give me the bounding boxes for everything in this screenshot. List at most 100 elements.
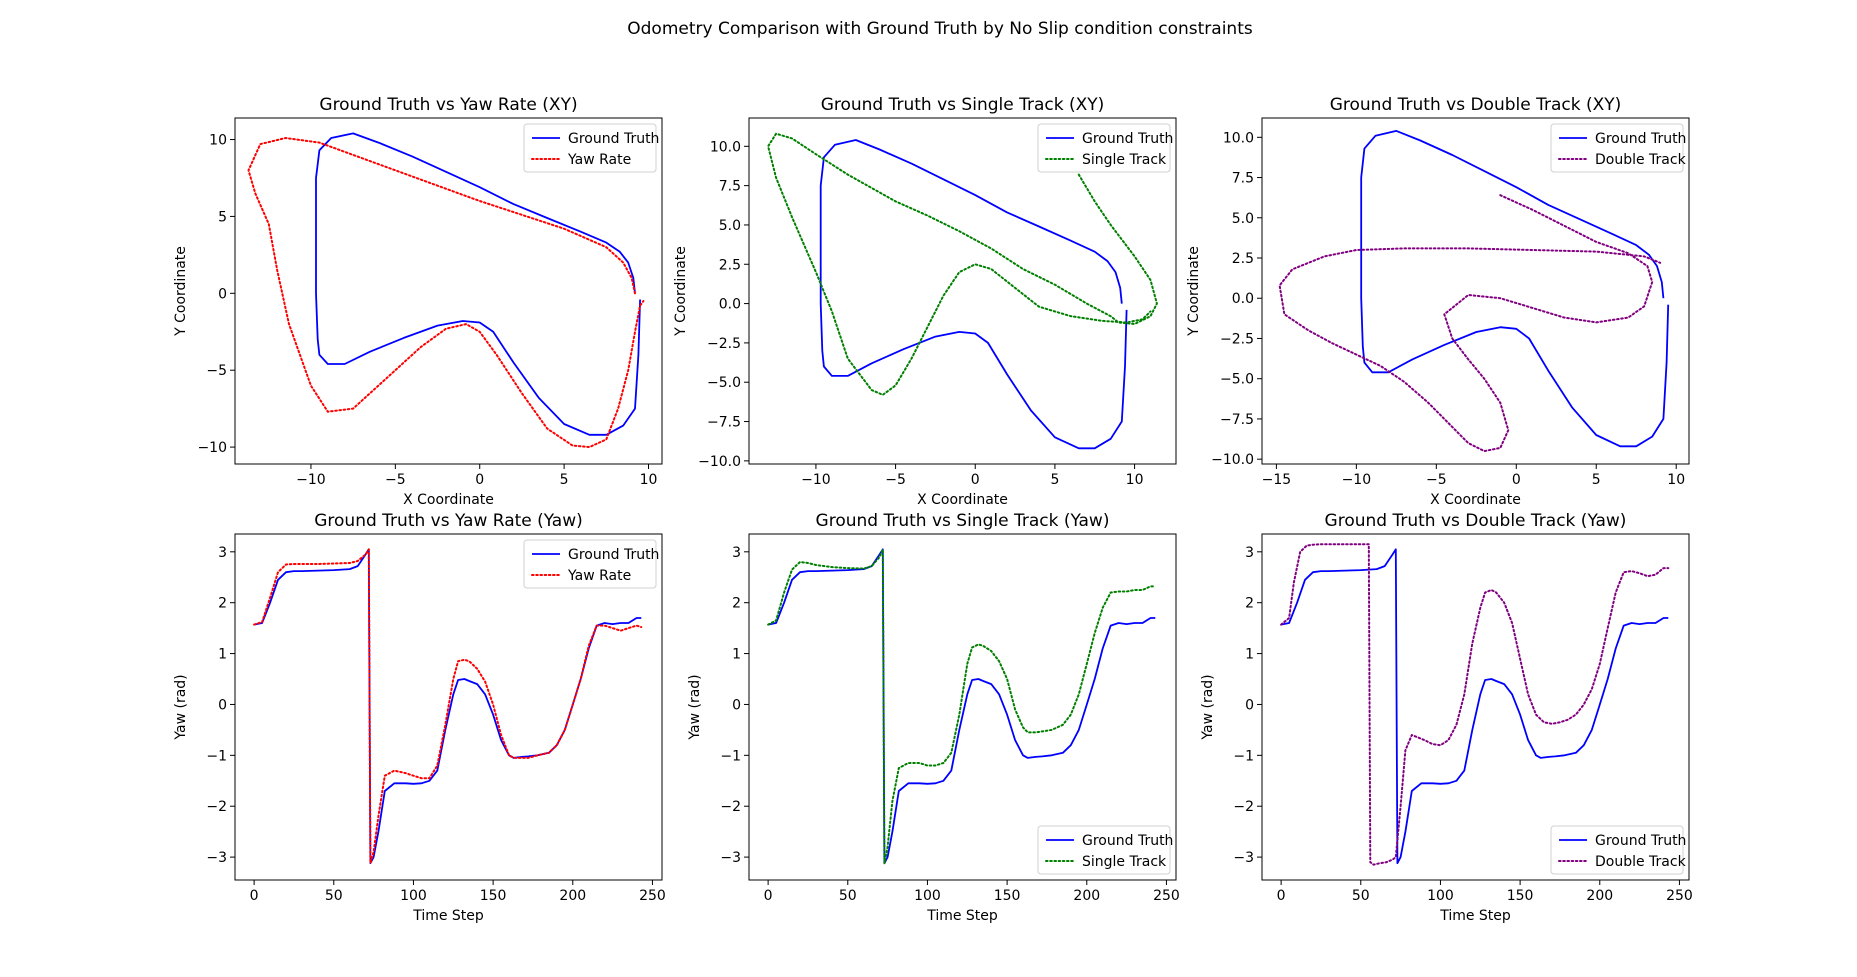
series-line-double-track — [1278, 194, 1662, 453]
x-tick-label: −10 — [1342, 472, 1372, 488]
series-line-ground-truth — [253, 548, 642, 865]
subplot-yaw-single-track: Ground Truth vs Single Track (Yaw) 0 50 100… — [687, 511, 1180, 924]
y-tick-label: −10 — [197, 440, 227, 456]
y-tick-label: 3 — [1245, 545, 1254, 561]
x-tick-label: 5 — [1050, 472, 1059, 488]
subplot-title: Ground Truth vs Double Track (XY) — [1330, 95, 1622, 115]
y-axis-label: Y Coordinate — [673, 246, 689, 337]
x-tick-label: −10 — [296, 472, 326, 488]
y-axis-label: Y Coordinate — [1186, 246, 1202, 337]
x-tick-label: 250 — [1153, 888, 1180, 904]
subplot-yaw-double-track: Ground Truth vs Double Track (Yaw) 0 50 100… — [1200, 511, 1693, 924]
subplot-title: Ground Truth vs Yaw Rate (Yaw) — [314, 511, 583, 531]
x-axis-label: X Coordinate — [403, 492, 494, 508]
y-tick-label: 0.0 — [719, 297, 741, 313]
legend-label: Double Track — [1595, 854, 1687, 870]
subplot-xy-yaw-rate: Ground Truth vs Yaw Rate (XY) −10 −5 0 5 10 −1… — [173, 95, 663, 508]
x-axis-label: Time Step — [412, 908, 484, 924]
y-tick-label: −3 — [206, 850, 227, 866]
y-tick-label: 7.5 — [719, 179, 741, 195]
y-tick-label: 0.0 — [1232, 291, 1254, 307]
y-axis-label: Y Coordinate — [173, 246, 189, 337]
y-tick-label: −1 — [206, 748, 227, 764]
legend-label: Yaw Rate — [567, 152, 631, 168]
legend-box — [1550, 825, 1684, 875]
x-tick-label: 50 — [1352, 888, 1370, 904]
legend: Ground Truth Single Track — [1037, 825, 1173, 875]
x-tick-label: 150 — [480, 888, 507, 904]
y-tick-label: −5 — [206, 363, 227, 379]
legend-label: Yaw Rate — [567, 568, 631, 584]
x-axis-label: Time Step — [926, 908, 998, 924]
x-axis-label: X Coordinate — [917, 492, 1008, 508]
y-tick-label: 2.5 — [1232, 251, 1254, 267]
y-tick-label: −2.5 — [1220, 331, 1254, 347]
x-tick-label: 150 — [1507, 888, 1534, 904]
legend-label: Single Track — [1082, 152, 1167, 168]
y-tick-label: −1 — [1233, 748, 1254, 764]
legend: Ground Truth Single Track — [1037, 123, 1173, 173]
y-tick-label: −2 — [1233, 799, 1254, 815]
legend-label: Double Track — [1595, 152, 1687, 168]
y-tick-label: 0 — [218, 286, 227, 302]
x-tick-label: −15 — [1262, 472, 1292, 488]
y-tick-label: 7.5 — [1232, 171, 1254, 187]
subplot-title: Ground Truth vs Single Track (XY) — [821, 95, 1105, 115]
x-tick-label: 50 — [839, 888, 857, 904]
series-line-yaw-rate — [253, 548, 643, 865]
y-tick-label: 2 — [1245, 596, 1254, 612]
legend-box — [1037, 123, 1171, 173]
y-tick-label: 10 — [209, 133, 227, 149]
y-tick-label: −10.0 — [1211, 452, 1254, 468]
y-tick-label: −10.0 — [698, 454, 741, 470]
y-tick-label: 2 — [218, 596, 227, 612]
x-tick-label: 5 — [560, 472, 569, 488]
legend: Ground Truth Yaw Rate — [523, 539, 659, 589]
plot-area — [234, 117, 663, 465]
x-axis-label: X Coordinate — [1430, 492, 1521, 508]
subplot-title: Ground Truth vs Double Track (Yaw) — [1325, 511, 1627, 531]
legend: Ground Truth Double Track — [1550, 825, 1687, 875]
x-tick-label: 100 — [1427, 888, 1454, 904]
x-tick-label: 100 — [914, 888, 941, 904]
x-tick-label: 0 — [475, 472, 484, 488]
series-line-ground-truth — [819, 139, 1128, 450]
y-axis-label: Yaw (rad) — [687, 674, 703, 740]
y-tick-label: 5.0 — [719, 218, 741, 234]
legend-box — [523, 123, 657, 173]
x-tick-label: 0 — [1512, 472, 1521, 488]
x-tick-label: 150 — [994, 888, 1021, 904]
legend: Ground Truth Double Track — [1550, 123, 1687, 173]
y-tick-label: −7.5 — [1220, 412, 1254, 428]
subplot-xy-double-track: Ground Truth vs Double Track (XY) −15 −10 −… — [1186, 95, 1690, 508]
legend-label: Ground Truth — [568, 547, 659, 563]
y-tick-label: −2 — [206, 799, 227, 815]
legend-label: Ground Truth — [1595, 131, 1686, 147]
y-tick-label: 5 — [218, 209, 227, 225]
x-tick-label: 0 — [764, 888, 773, 904]
x-tick-label: 10 — [640, 472, 658, 488]
subplot-xy-single-track: Ground Truth vs Single Track (XY) −10 −5 0 5… — [673, 95, 1177, 508]
plot-area — [748, 533, 1177, 881]
series-line-single-track — [767, 548, 1157, 865]
series-line-ground-truth — [767, 548, 1156, 865]
plot-area — [1261, 533, 1690, 881]
y-tick-label: 0 — [1245, 697, 1254, 713]
legend-label: Ground Truth — [1082, 131, 1173, 147]
legend-label: Single Track — [1082, 854, 1167, 870]
x-tick-label: −10 — [801, 472, 831, 488]
subplot-title: Ground Truth vs Single Track (Yaw) — [816, 511, 1110, 531]
legend-label: Ground Truth — [1082, 833, 1173, 849]
legend-label: Ground Truth — [568, 131, 659, 147]
x-tick-label: −5 — [1426, 472, 1447, 488]
x-tick-label: −5 — [885, 472, 906, 488]
x-tick-label: 0 — [1277, 888, 1286, 904]
series-line-double-track — [1280, 543, 1670, 866]
legend-label: Ground Truth — [1595, 833, 1686, 849]
y-tick-label: 0 — [732, 697, 741, 713]
legend-box — [1550, 123, 1684, 173]
y-tick-label: −5.0 — [1220, 372, 1254, 388]
y-tick-label: 2 — [732, 596, 741, 612]
x-tick-label: 100 — [400, 888, 427, 904]
